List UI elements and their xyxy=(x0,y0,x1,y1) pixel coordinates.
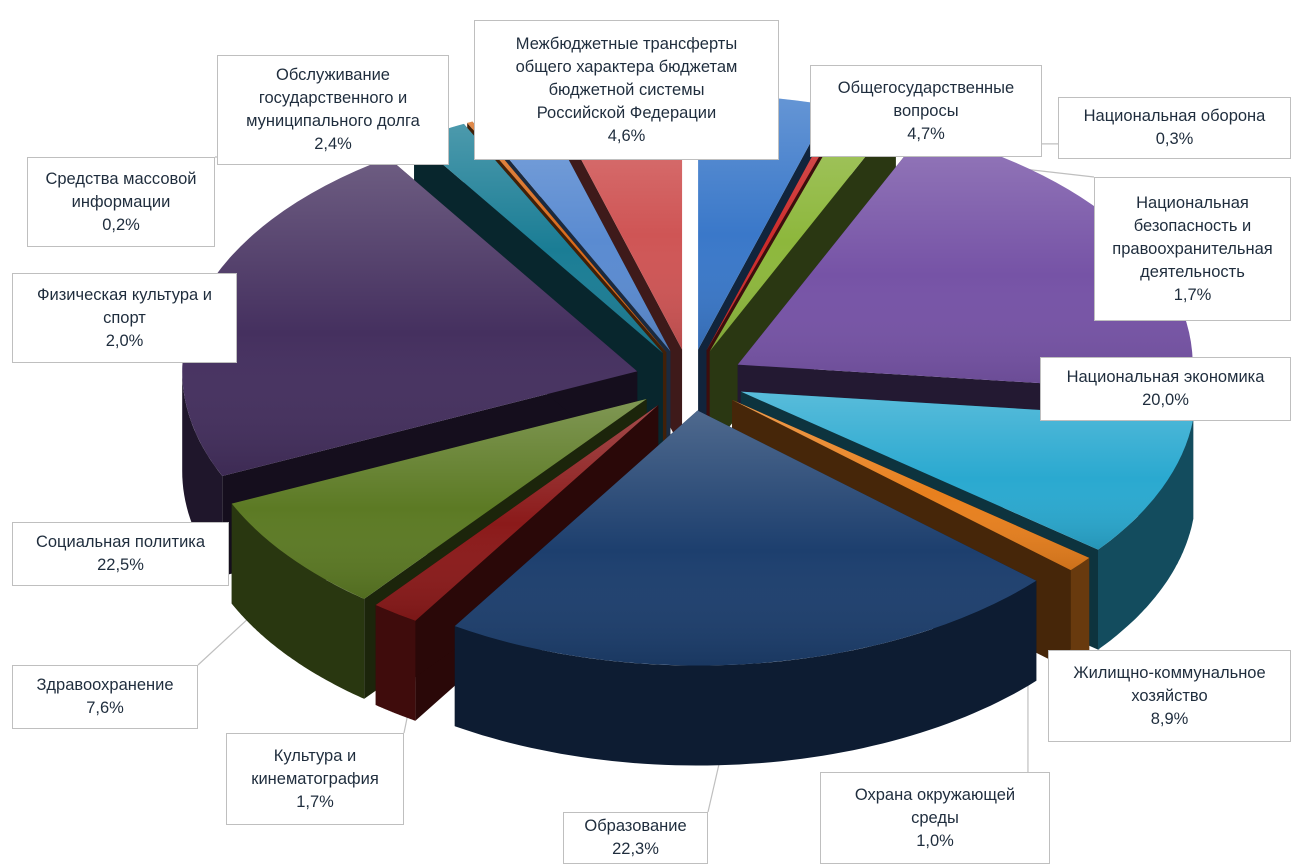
slice-value: 1,7% xyxy=(296,792,334,811)
data-label-oborona: Национальная оборона 0,3% xyxy=(1058,97,1291,159)
slice-value: 8,9% xyxy=(1150,709,1189,728)
slice-value: 22,5% xyxy=(97,556,144,574)
data-label-okhrana-sredy: Охрана окружающей среды 1,0% xyxy=(820,772,1050,864)
slice-value: 0,3% xyxy=(1155,130,1194,148)
slice-label: Национальная экономика xyxy=(1066,368,1265,386)
slice-6-highlight xyxy=(454,410,1037,666)
data-label-obshchegosudarstvennye: Общегосударственные вопросы 4,7% xyxy=(810,65,1042,157)
data-label-ekonomika: Национальная экономика 20,0% xyxy=(1040,357,1291,421)
slice-label: Жилищно-коммунальное хозяйство xyxy=(1073,663,1266,705)
slice-7-end-wall xyxy=(375,405,659,706)
slice-label: Образование xyxy=(584,817,687,835)
slice-2-highlight xyxy=(709,108,896,352)
slice-value: 1,7% xyxy=(1173,285,1212,304)
slice-10-highlight xyxy=(414,123,663,354)
data-label-zdravookhranenie: Здравоохранение 7,6% xyxy=(12,665,198,729)
data-label-fizkultura: Физическая культура и спорт 2,0% xyxy=(12,273,237,363)
slice-4-outer-wall xyxy=(1098,419,1194,650)
slice-8-outer-wall xyxy=(231,503,365,699)
slice-6-outer-wall xyxy=(454,580,1037,766)
slice-label: Физическая культура и спорт xyxy=(36,285,213,327)
slice-label: Национальная безопасность и правоохранит… xyxy=(1112,193,1273,281)
slice-label: Общегосударственные вопросы xyxy=(837,78,1015,120)
data-label-gosdolg: Обслуживание государственного и муниципа… xyxy=(217,55,449,165)
slice-label: Охрана окружающей среды xyxy=(854,785,1016,827)
slice-label: Национальная оборона xyxy=(1083,107,1266,125)
data-label-mezhbyudzhetnye: Межбюджетные трансферты общего характера… xyxy=(474,20,779,160)
slice-label: Обслуживание государственного и муниципа… xyxy=(246,66,420,130)
slice-label: Средства массовой информации xyxy=(45,169,197,211)
slice-5-highlight xyxy=(732,399,1090,571)
data-label-zhkh: Жилищно-коммунальное хозяйство 8,9% xyxy=(1048,650,1291,742)
slice-value: 2,0% xyxy=(105,331,144,350)
slice-value: 4,6% xyxy=(607,126,646,145)
slice-value: 4,7% xyxy=(907,124,945,143)
slice-7-highlight xyxy=(375,405,659,621)
slice-11-highlight xyxy=(467,121,667,353)
slice-value: 22,3% xyxy=(612,840,659,858)
slice-12-highlight xyxy=(476,106,671,352)
data-label-sotsialnaya-politika: Социальная политика 22,5% xyxy=(12,522,229,586)
slice-label: Культура и кинематография xyxy=(251,746,379,788)
slice-1-highlight xyxy=(706,106,848,351)
slice-3-highlight xyxy=(737,131,1193,393)
data-label-obrazovanie: Образование 22,3% xyxy=(563,812,708,864)
slice-value: 7,6% xyxy=(86,699,124,717)
slice-7-outer-wall xyxy=(375,605,416,721)
slice-value: 1,0% xyxy=(916,831,954,850)
slice-value: 0,2% xyxy=(102,215,140,234)
slice-label: Здравоохранение xyxy=(36,676,174,694)
slice-9-highlight xyxy=(182,157,638,477)
slice-4-highlight xyxy=(740,391,1194,550)
slice-5-outer-wall xyxy=(1070,557,1090,671)
data-label-bezopasnost: Национальная безопасность и правоохранит… xyxy=(1094,177,1291,321)
slice-value: 2,4% xyxy=(314,135,352,153)
slice-8-highlight xyxy=(231,398,647,599)
slice-label: Социальная политика xyxy=(35,533,206,551)
slice-value: 20,0% xyxy=(1142,391,1189,409)
data-label-smi: Средства массовой информации 0,2% xyxy=(27,157,215,247)
data-label-kultura: Культура и кинематография 1,7% xyxy=(226,733,404,825)
slice-label: Межбюджетные трансферты общего характера… xyxy=(515,34,738,122)
